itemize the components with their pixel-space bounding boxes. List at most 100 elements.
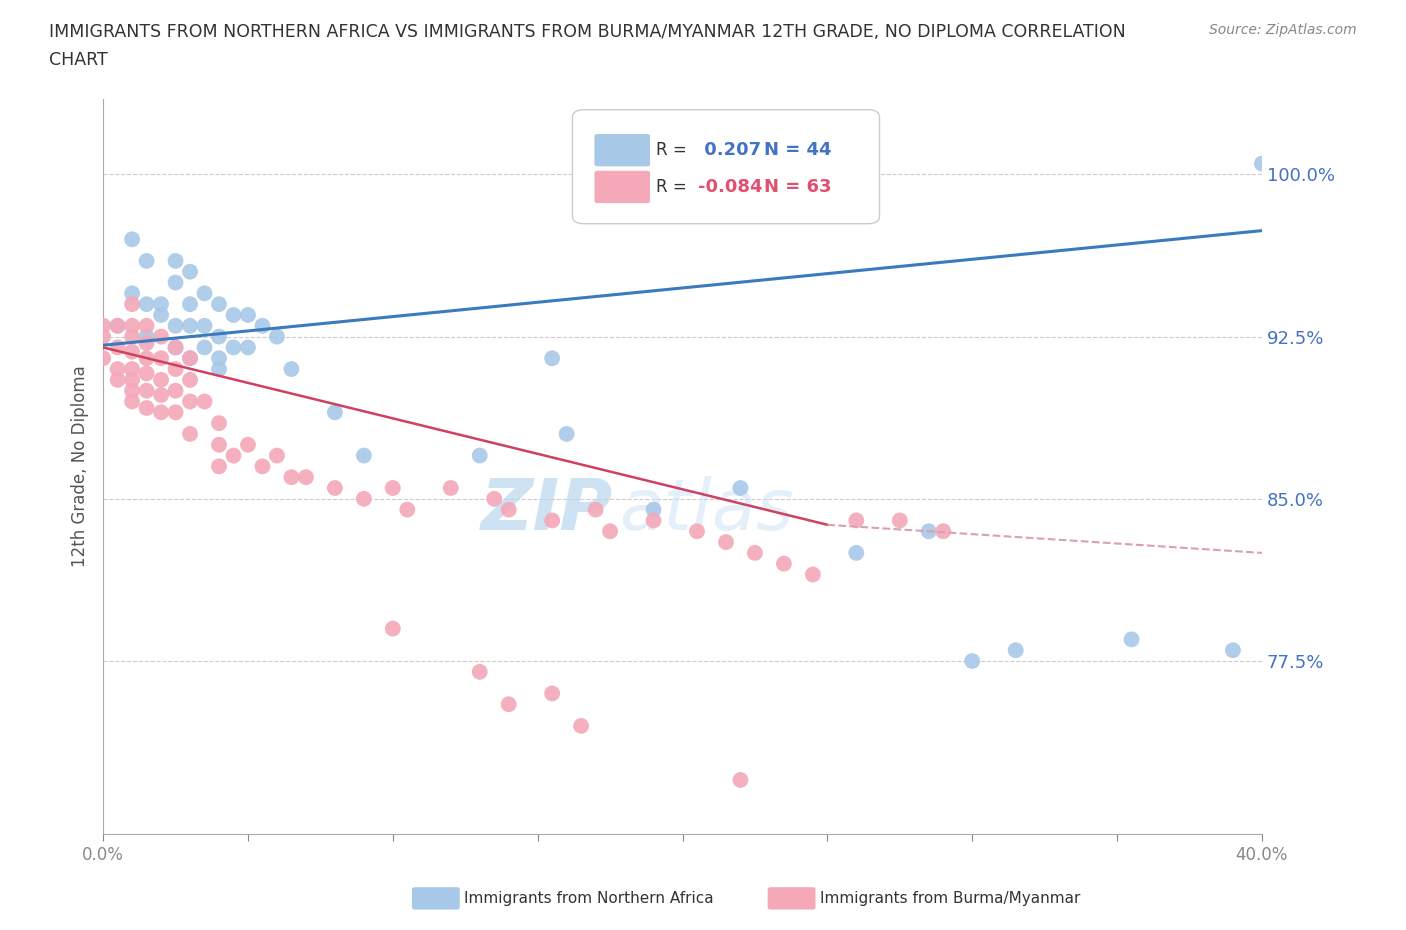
Point: [801, 567, 824, 582]
Point: [266, 329, 288, 344]
Text: CHART: CHART: [49, 51, 108, 69]
Point: [484, 491, 506, 506]
Point: [179, 264, 201, 279]
Point: [222, 448, 245, 463]
Point: [121, 394, 143, 409]
Point: [193, 286, 215, 300]
Point: [323, 405, 346, 419]
Point: [135, 383, 157, 398]
Point: [845, 513, 868, 528]
Point: [960, 654, 983, 669]
Point: [208, 297, 231, 312]
Text: atlas: atlas: [619, 476, 793, 545]
Point: [252, 458, 274, 473]
Text: N = 44: N = 44: [763, 141, 831, 159]
Point: [889, 513, 911, 528]
Point: [165, 362, 187, 377]
Point: [396, 502, 419, 517]
Point: [845, 545, 868, 560]
Point: [280, 470, 302, 485]
Point: [91, 329, 114, 344]
Point: [107, 340, 129, 355]
Point: [918, 524, 941, 538]
Point: [165, 275, 187, 290]
Text: Source: ZipAtlas.com: Source: ZipAtlas.com: [1209, 23, 1357, 37]
Point: [121, 344, 143, 359]
Point: [208, 329, 231, 344]
Text: N = 63: N = 63: [763, 178, 831, 196]
Point: [208, 437, 231, 452]
Point: [208, 362, 231, 377]
Point: [91, 351, 114, 365]
Text: 0.207: 0.207: [697, 141, 761, 159]
Point: [569, 719, 592, 734]
Point: [222, 308, 245, 323]
Point: [179, 318, 201, 333]
Point: [236, 308, 259, 323]
Point: [179, 351, 201, 365]
Point: [150, 372, 173, 387]
Point: [135, 329, 157, 344]
Point: [1251, 156, 1274, 171]
Point: [714, 535, 737, 550]
Point: [121, 286, 143, 300]
Point: [179, 372, 201, 387]
Point: [686, 524, 709, 538]
Point: [107, 318, 129, 333]
Point: [165, 254, 187, 269]
Point: [121, 372, 143, 387]
Point: [252, 318, 274, 333]
FancyBboxPatch shape: [595, 171, 650, 203]
Point: [541, 513, 564, 528]
Point: [381, 481, 404, 496]
Point: [121, 297, 143, 312]
Point: [135, 365, 157, 380]
Point: [150, 308, 173, 323]
Point: [121, 383, 143, 398]
Point: [266, 448, 288, 463]
Point: [208, 458, 231, 473]
Point: [381, 621, 404, 636]
Point: [165, 340, 187, 355]
Point: [468, 448, 491, 463]
Point: [121, 329, 143, 344]
Text: Immigrants from Northern Africa: Immigrants from Northern Africa: [464, 891, 714, 906]
Point: [121, 232, 143, 246]
Point: [179, 394, 201, 409]
Point: [135, 318, 157, 333]
Point: [165, 405, 187, 419]
Point: [121, 362, 143, 377]
Text: ZIP: ZIP: [481, 476, 613, 545]
Point: [643, 502, 665, 517]
Point: [773, 556, 796, 571]
Text: R =: R =: [655, 141, 692, 159]
Point: [150, 405, 173, 419]
Point: [107, 372, 129, 387]
Point: [744, 545, 766, 560]
Point: [555, 427, 578, 442]
FancyBboxPatch shape: [595, 134, 650, 166]
Point: [932, 524, 955, 538]
Point: [541, 686, 564, 701]
Text: Immigrants from Burma/Myanmar: Immigrants from Burma/Myanmar: [820, 891, 1080, 906]
Point: [208, 416, 231, 431]
Point: [135, 401, 157, 416]
Text: R =: R =: [655, 178, 692, 196]
Point: [599, 524, 621, 538]
Point: [165, 340, 187, 355]
Point: [107, 318, 129, 333]
Point: [353, 491, 375, 506]
Point: [179, 427, 201, 442]
Point: [730, 481, 752, 496]
Point: [236, 437, 259, 452]
Point: [643, 513, 665, 528]
Point: [150, 351, 173, 365]
Point: [135, 336, 157, 351]
Point: [1222, 643, 1244, 658]
Point: [498, 697, 520, 711]
Point: [236, 340, 259, 355]
Point: [468, 664, 491, 679]
Point: [1121, 632, 1143, 647]
Point: [135, 351, 157, 365]
FancyBboxPatch shape: [572, 110, 880, 224]
